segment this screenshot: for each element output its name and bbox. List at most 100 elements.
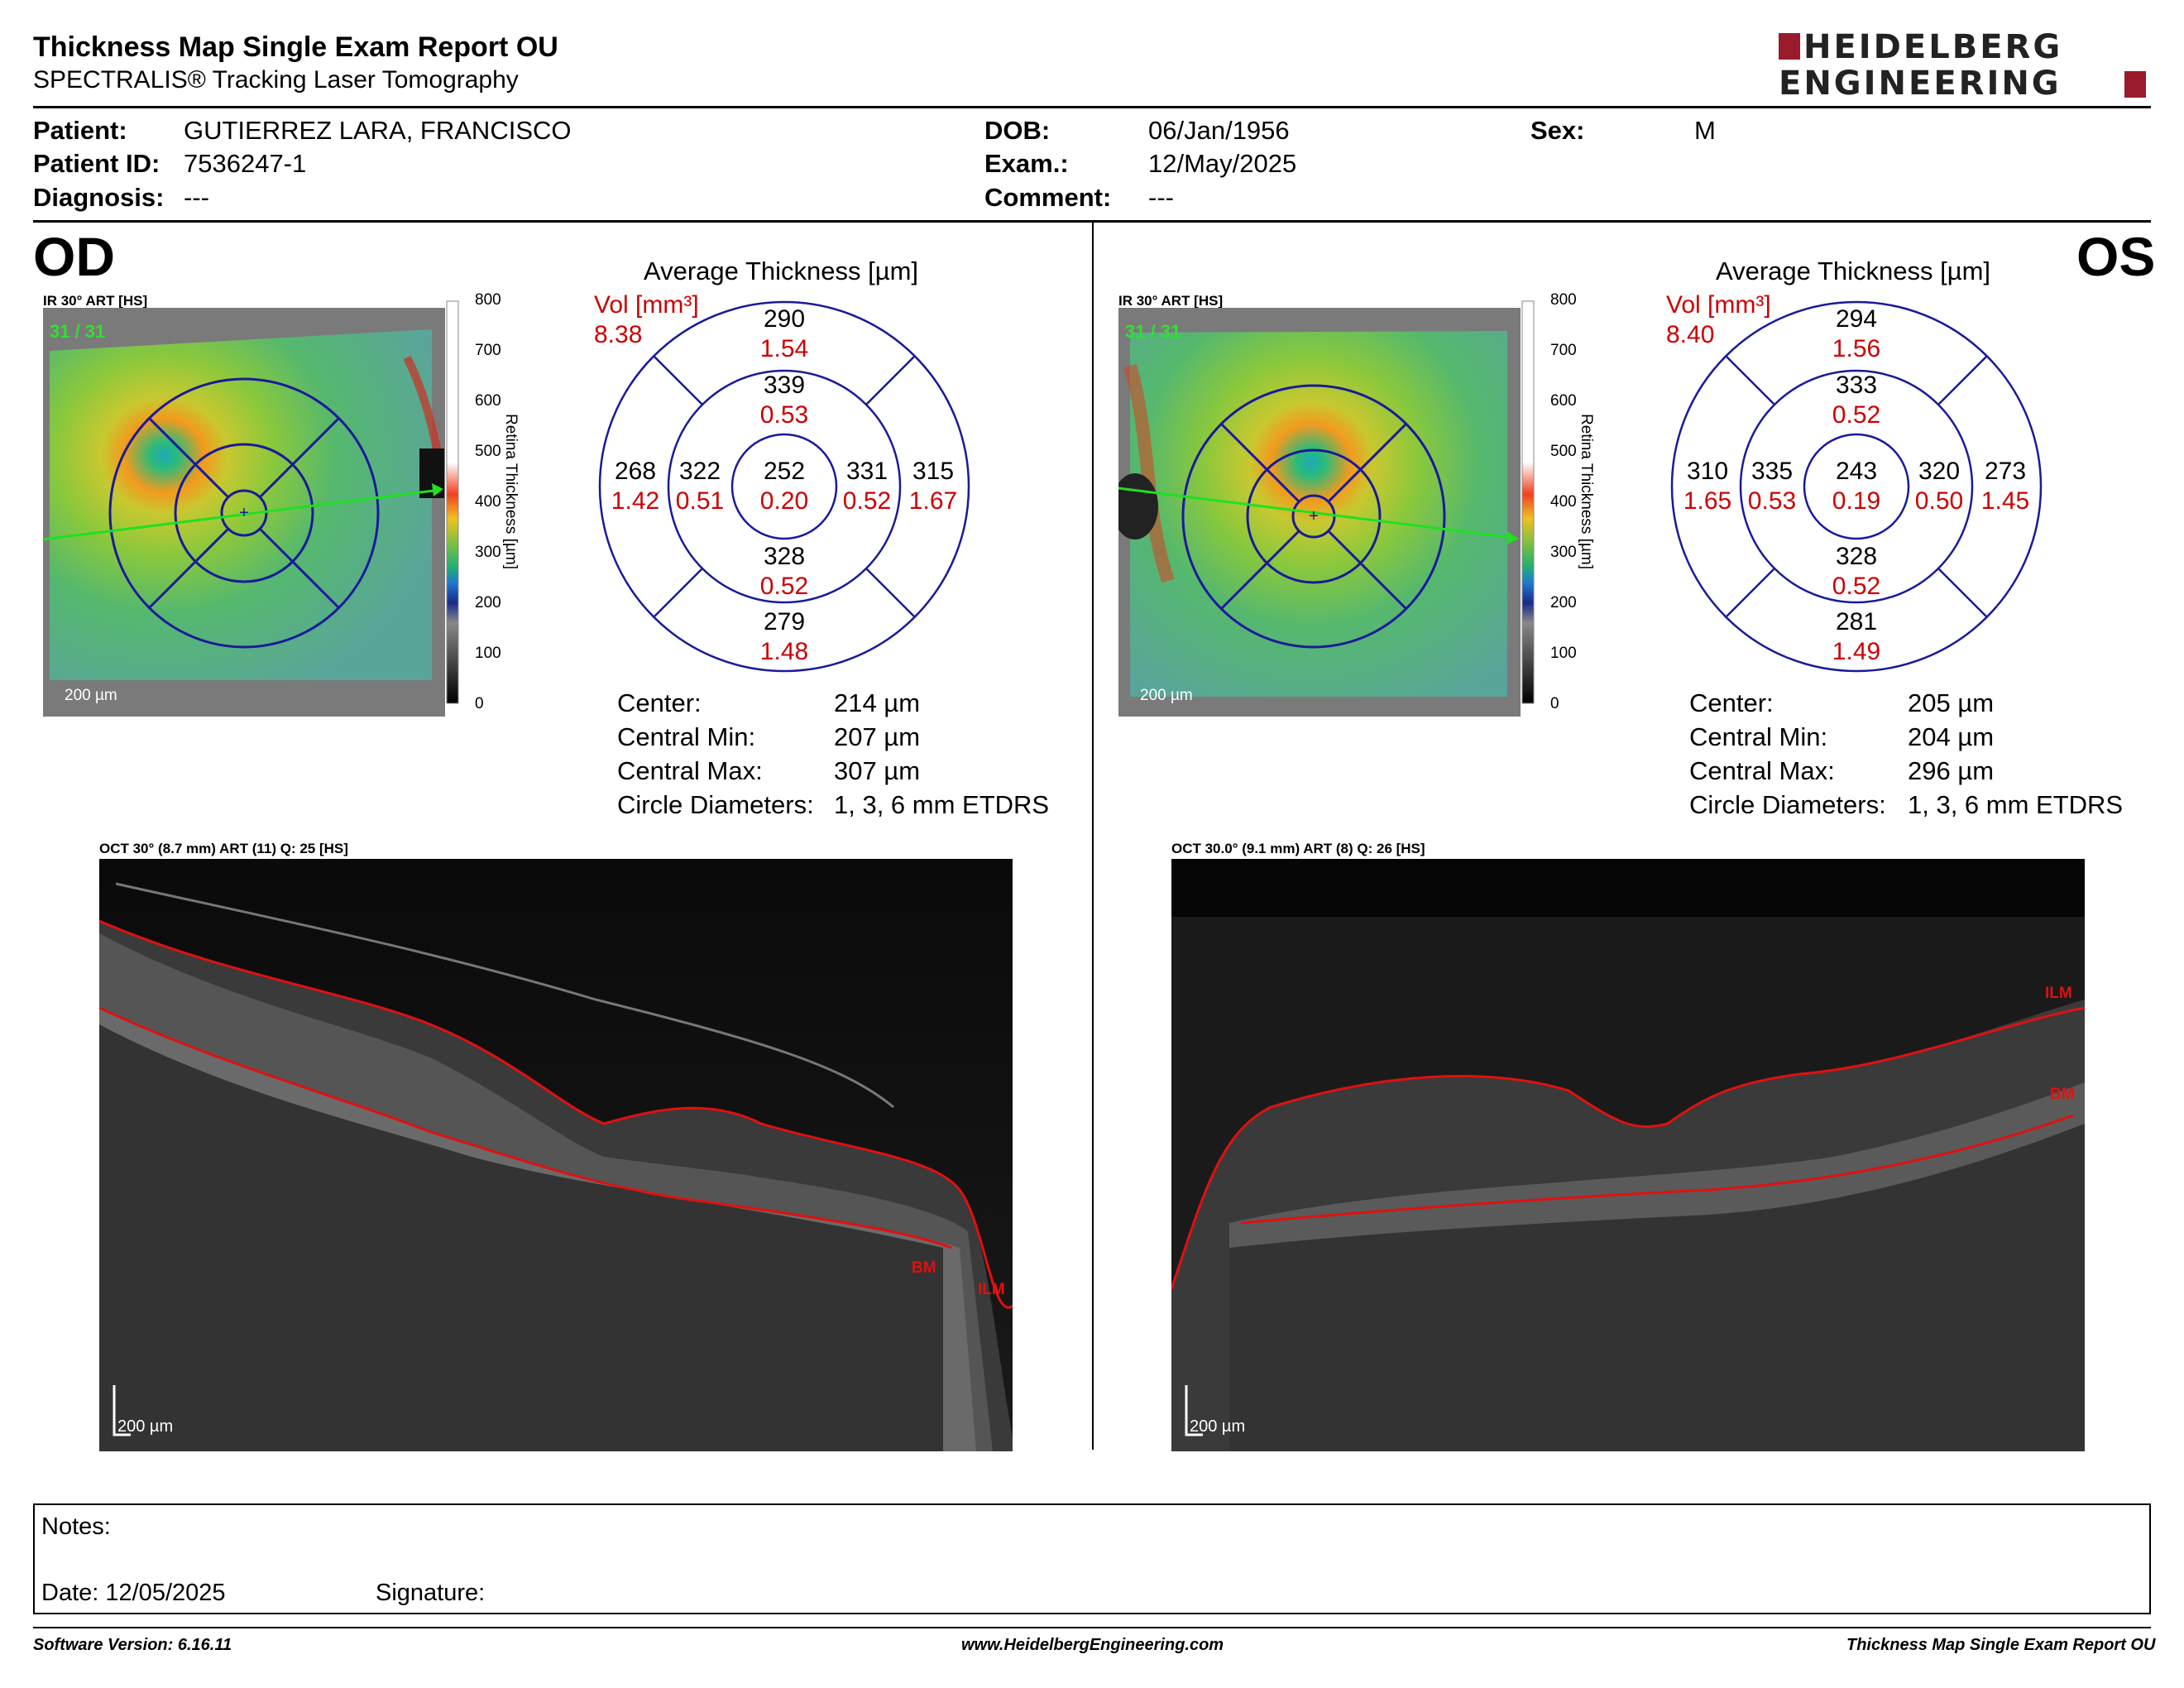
os-vol-label: Vol [mm³] xyxy=(1666,291,1771,319)
os-center-label: Center: xyxy=(1689,688,1774,717)
os-tick: 100 xyxy=(1550,645,1577,662)
od-inner-left-vol: 0.51 xyxy=(676,487,724,515)
od-diam-value: 1, 3, 6 mm ETDRS xyxy=(834,790,1050,819)
website-link[interactable]: www.HeidelbergEngineering.com xyxy=(961,1636,1224,1654)
od-min-value: 207 µm xyxy=(834,722,921,751)
od-thickness-map: + 31 / 31 200 µm xyxy=(43,308,445,717)
os-oct-scale: 200 µm xyxy=(1190,1417,1245,1436)
os-inner-sup-vol: 0.52 xyxy=(1832,401,1880,429)
notes-signature: Signature: xyxy=(376,1580,486,1606)
od-inner-sup-thk: 339 xyxy=(764,372,805,399)
comment-value: --- xyxy=(1148,183,1174,212)
od-oct-label: OCT 30° (8.7 mm) ART (11) Q: 25 [HS] xyxy=(99,841,348,856)
od-oct-scale: 200 µm xyxy=(117,1417,173,1436)
os-oct-scan: ILM BM 200 µm xyxy=(1171,859,2085,1451)
dob-value: 06/Jan/1956 xyxy=(1148,116,1290,145)
os-eye-label: OS xyxy=(2076,226,2156,287)
os-etdrs-grid xyxy=(1181,384,1446,649)
od-ir-label: IR 30° ART [HS] xyxy=(43,293,148,309)
patient-id-label: Patient ID: xyxy=(33,149,160,178)
header-divider xyxy=(33,106,2151,108)
sex-label: Sex: xyxy=(1530,116,1585,145)
od-tick: 600 xyxy=(475,392,501,410)
os-max-value: 296 µm xyxy=(1908,756,1995,785)
notes-label: Notes: xyxy=(41,1513,111,1540)
patient-name: GUTIERREZ LARA, FRANCISCO xyxy=(184,116,572,145)
eye-divider xyxy=(1092,222,1094,1450)
od-outer-left-vol: 1.42 xyxy=(611,487,659,515)
od-tick: 500 xyxy=(475,443,501,460)
od-avg-title: Average Thickness [µm] xyxy=(644,257,919,285)
od-center-label: Center: xyxy=(617,688,702,717)
comment-label: Comment: xyxy=(984,183,1112,212)
os-bm-line xyxy=(1240,1114,2074,1225)
diagnosis-value: --- xyxy=(184,183,209,212)
od-inner-right-vol: 0.52 xyxy=(843,487,891,515)
od-inner-left-thk: 322 xyxy=(679,458,721,485)
os-frame-count: 31 / 31 xyxy=(1125,321,1181,342)
logo-square-bottom xyxy=(2124,71,2146,98)
od-scan-arrow xyxy=(432,483,443,496)
os-tick: 700 xyxy=(1550,342,1577,359)
os-outer-inf-vol: 1.49 xyxy=(1832,638,1880,665)
od-etdrs-grid xyxy=(108,377,380,649)
od-outer-right-thk: 315 xyxy=(912,458,954,485)
od-max-value: 307 µm xyxy=(834,756,921,785)
od-vol-total: 8.38 xyxy=(594,321,643,348)
patient-id: 7536247-1 xyxy=(184,149,307,178)
od-outer-sup-vol: 1.54 xyxy=(760,335,808,362)
os-inner-left-thk: 335 xyxy=(1751,458,1793,485)
logo-line1: HEIDELBERG xyxy=(1803,28,2063,66)
os-outer-sup-thk: 294 xyxy=(1836,305,1877,333)
report-subtitle: SPECTRALIS® Tracking Laser Tomography xyxy=(33,66,519,94)
os-map-scale: 200 µm xyxy=(1140,687,1193,704)
footer-report-name: Thickness Map Single Exam Report OU xyxy=(1846,1636,2156,1654)
os-sector-chart: 294 1.56 333 0.52 243 0.19 335 0.53 320 … xyxy=(1670,300,2043,673)
od-colorbar-label: Retina Thickness [µm] xyxy=(502,414,520,569)
os-min-label: Central Min: xyxy=(1689,722,1828,751)
od-map-scale: 200 µm xyxy=(65,687,117,704)
od-ilm-label: ILM xyxy=(978,1281,1005,1298)
os-inner-right-thk: 320 xyxy=(1918,458,1960,485)
os-inner-inf-thk: 328 xyxy=(1836,543,1877,570)
notes-box[interactable]: Notes: Date: 12/05/2025 Signature: xyxy=(33,1503,2151,1614)
os-ilm-line xyxy=(1171,1006,2085,1290)
od-tick: 400 xyxy=(475,493,501,511)
od-outer-inf-thk: 279 xyxy=(764,608,805,635)
os-outer-left-vol: 1.65 xyxy=(1684,487,1731,515)
od-outer-inf-vol: 1.48 xyxy=(760,638,808,665)
os-outer-inf-thk: 281 xyxy=(1836,608,1877,635)
software-version: Software Version: 6.16.11 xyxy=(33,1636,232,1654)
patient-divider xyxy=(33,220,2151,223)
os-max-label: Central Max: xyxy=(1689,756,1835,785)
od-frame-count: 31 / 31 xyxy=(50,321,105,342)
od-diam-label: Circle Diameters: xyxy=(617,790,814,819)
os-center-thk: 243 xyxy=(1836,458,1877,485)
dob-label: DOB: xyxy=(984,116,1051,145)
od-outer-right-vol: 1.67 xyxy=(909,487,957,515)
od-sector-chart: 290 1.54 339 0.53 252 0.20 322 0.51 331 … xyxy=(598,300,970,673)
od-outer-sup-thk: 290 xyxy=(764,305,805,333)
os-fovea-marker: + xyxy=(1309,507,1319,525)
os-avg-title: Average Thickness [µm] xyxy=(1716,257,1991,285)
os-inner-left-vol: 0.53 xyxy=(1748,487,1796,515)
od-fovea-marker: + xyxy=(239,504,249,522)
od-inner-inf-thk: 328 xyxy=(764,543,805,570)
patient-label: Patient: xyxy=(33,116,127,145)
os-oct-scale-bar xyxy=(1185,1385,1203,1436)
os-scan-arrow xyxy=(1507,531,1519,544)
os-vol-total: 8.40 xyxy=(1666,321,1715,348)
od-scan-line xyxy=(43,488,441,541)
os-colorbar xyxy=(1521,300,1535,704)
od-tick: 800 xyxy=(475,291,501,309)
od-bm-label: BM xyxy=(912,1259,936,1277)
os-outer-sup-vol: 1.56 xyxy=(1832,335,1880,362)
od-center-thk: 252 xyxy=(764,458,805,485)
os-tick: 200 xyxy=(1550,594,1577,611)
od-inner-right-thk: 331 xyxy=(846,458,888,485)
os-tick: 300 xyxy=(1550,544,1577,561)
od-center-value: 214 µm xyxy=(834,688,921,717)
os-diam-label: Circle Diameters: xyxy=(1689,790,1886,819)
os-ir-label: IR 30° ART [HS] xyxy=(1118,293,1224,309)
os-tick: 600 xyxy=(1550,392,1577,410)
